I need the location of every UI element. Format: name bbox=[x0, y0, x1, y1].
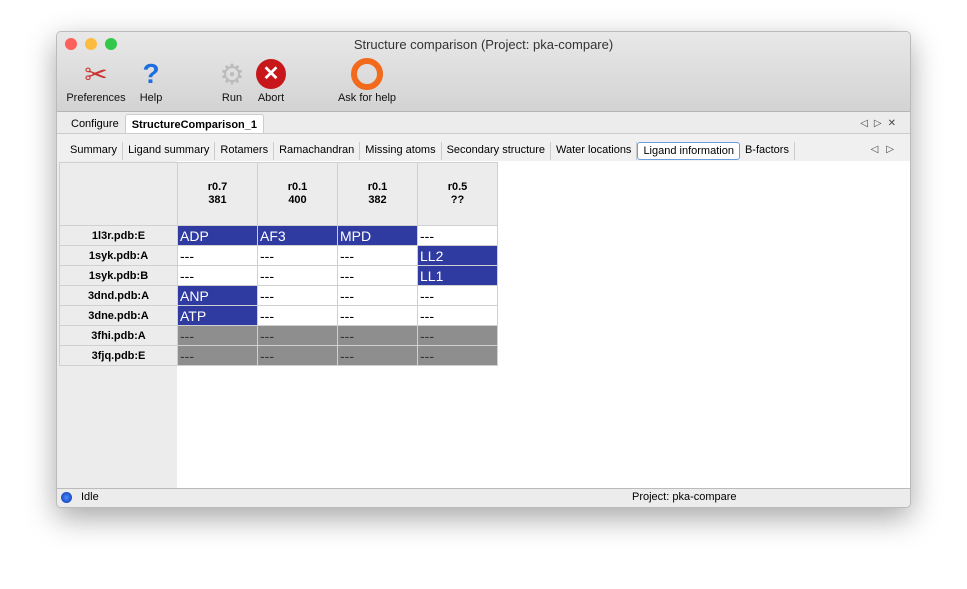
ligand-information-panel: r0.7 381 r0.1 400 r0.1 382 r0.5?? 1l3r.pdb:E ADP… bbox=[57, 161, 910, 489]
column-label-2: 382 bbox=[368, 194, 387, 206]
help-icon: ? bbox=[142, 58, 160, 89]
ligand-cell[interactable]: --- bbox=[337, 325, 418, 346]
column-header[interactable]: r0.7 381 bbox=[177, 162, 258, 226]
ligand-cell[interactable]: --- bbox=[257, 285, 338, 306]
column-label-2: 400 bbox=[288, 194, 307, 206]
ligand-cell[interactable]: AF3 bbox=[257, 225, 338, 246]
column-label-1: r0.1 bbox=[367, 181, 388, 193]
label: Run bbox=[221, 92, 243, 104]
subtab-scroll-arrows[interactable]: ◁▷ bbox=[870, 144, 902, 155]
app-window: Structure comparison (Project: pka-compa… bbox=[56, 31, 911, 508]
column-header[interactable]: r0.5?? bbox=[417, 162, 498, 226]
abort-icon: ✕ bbox=[253, 56, 289, 92]
ligand-cell[interactable]: --- bbox=[337, 345, 418, 366]
main-tabs: Configure StructureComparison_1 bbox=[65, 114, 265, 135]
row-header[interactable]: 3dnd.pdb:A bbox=[59, 285, 178, 306]
ligand-cell[interactable]: --- bbox=[257, 345, 338, 366]
preferences-button[interactable]: ✂ Preferences bbox=[63, 56, 129, 105]
label: Help bbox=[139, 92, 163, 104]
ligand-cell[interactable]: --- bbox=[177, 345, 258, 366]
ligand-cell[interactable]: --- bbox=[257, 265, 338, 286]
row-header[interactable]: 3fhi.pdb:A bbox=[59, 325, 178, 346]
ligand-cell[interactable]: --- bbox=[337, 285, 418, 306]
ligand-cell[interactable]: --- bbox=[257, 305, 338, 326]
ligand-cell[interactable]: --- bbox=[417, 285, 498, 306]
ligand-cell[interactable]: --- bbox=[337, 305, 418, 326]
ligand-cell[interactable]: --- bbox=[417, 225, 498, 246]
ligand-table: r0.7 381 r0.1 400 r0.1 382 r0.5?? 1l3r.pdb:E ADP… bbox=[59, 162, 498, 366]
column-header[interactable]: r0.1 400 bbox=[257, 162, 338, 226]
subtab-bar: Summary Ligand summary Rotamers Ramachandra… bbox=[57, 133, 910, 162]
run-button[interactable]: ⚙ Run bbox=[215, 56, 249, 105]
table-row: 1syk.pdb:B --- --- --- LL1 bbox=[59, 265, 498, 286]
help-button[interactable]: ? Help bbox=[135, 56, 167, 104]
close-button[interactable] bbox=[65, 38, 77, 50]
ligand-cell[interactable]: --- bbox=[257, 245, 338, 266]
row-header[interactable]: 3dne.pdb:A bbox=[59, 305, 178, 326]
ligand-cell[interactable]: --- bbox=[417, 345, 498, 366]
table-row: 1syk.pdb:A --- --- --- LL2 bbox=[59, 245, 498, 266]
subtab-ligand-information[interactable]: Ligand information bbox=[637, 142, 740, 160]
label: Preferences bbox=[66, 92, 126, 104]
column-label-1: r0.5 bbox=[447, 181, 468, 193]
subtab-secondary-structure[interactable]: Secondary structure bbox=[442, 142, 552, 160]
subtab-ramachandran[interactable]: Ramachandran bbox=[274, 142, 361, 160]
ligand-cell[interactable]: --- bbox=[337, 245, 418, 266]
subtab-summary[interactable]: Summary bbox=[65, 142, 124, 160]
tab-configure[interactable]: Configure bbox=[71, 118, 119, 130]
table-row: 1l3r.pdb:E ADP AF3 MPD --- bbox=[59, 225, 498, 246]
tab-controls[interactable]: ◁▷✕ bbox=[860, 118, 902, 129]
status-text: Idle bbox=[81, 491, 99, 503]
subtab-missing-atoms[interactable]: Missing atoms bbox=[360, 142, 442, 160]
label: Abort bbox=[257, 92, 285, 104]
ligand-cell[interactable]: ADP bbox=[177, 225, 258, 246]
ligand-cell[interactable]: LL1 bbox=[417, 265, 498, 286]
row-header[interactable]: 1syk.pdb:A bbox=[59, 245, 178, 266]
column-header[interactable]: r0.1 382 bbox=[337, 162, 418, 226]
row-header[interactable]: 1syk.pdb:B bbox=[59, 265, 178, 286]
minimize-button[interactable] bbox=[85, 38, 97, 50]
status-indicator-icon bbox=[61, 492, 72, 503]
ligand-cell[interactable]: LL2 bbox=[417, 245, 498, 266]
lifebuoy-icon bbox=[333, 56, 401, 92]
ligand-cell[interactable]: ANP bbox=[177, 285, 258, 306]
ligand-cell[interactable]: --- bbox=[177, 265, 258, 286]
column-label-1: r0.7 bbox=[207, 181, 228, 193]
status-project: Project: pka-compare bbox=[632, 491, 737, 503]
table-row: 3dne.pdb:A ATP --- --- --- bbox=[59, 305, 498, 326]
column-label-2: 381 bbox=[208, 194, 227, 206]
tab-structurecomparison[interactable]: StructureComparison_1 bbox=[124, 114, 265, 135]
subtab-ligand-summary[interactable]: Ligand summary bbox=[123, 142, 216, 160]
gear-icon: ⚙ bbox=[219, 58, 245, 90]
table-row: 3dnd.pdb:A ANP --- --- --- bbox=[59, 285, 498, 306]
ligand-cell[interactable]: --- bbox=[177, 325, 258, 346]
column-label-1: r0.1 bbox=[287, 181, 308, 193]
table-row: 3fhi.pdb:A --- --- --- --- bbox=[59, 325, 498, 346]
title-bar: Structure comparison (Project: pka-compa… bbox=[57, 32, 910, 112]
column-label-2: ?? bbox=[450, 194, 465, 206]
row-header[interactable]: 1l3r.pdb:E bbox=[59, 225, 178, 246]
ligand-cell[interactable]: ATP bbox=[177, 305, 258, 326]
tools-icon: ✂ bbox=[84, 58, 108, 90]
ligand-cell[interactable]: --- bbox=[417, 325, 498, 346]
row-header[interactable]: 3fjq.pdb:E bbox=[59, 345, 178, 366]
status-bar: Idle Project: pka-compare bbox=[57, 488, 910, 507]
ligand-cell[interactable]: --- bbox=[177, 245, 258, 266]
ligand-cell[interactable]: MPD bbox=[337, 225, 418, 246]
ask-for-help-button[interactable]: Ask for help bbox=[333, 56, 401, 104]
ligand-cell[interactable]: --- bbox=[337, 265, 418, 286]
subtab-b-factors[interactable]: B-factors bbox=[740, 142, 795, 160]
window-title: Structure comparison (Project: pka-compa… bbox=[353, 37, 614, 52]
zoom-button[interactable] bbox=[105, 38, 117, 50]
table-row: 3fjq.pdb:E --- --- --- --- bbox=[59, 345, 498, 366]
abort-button[interactable]: ✕ Abort bbox=[253, 56, 289, 104]
subtab-water-locations[interactable]: Water locations bbox=[551, 142, 638, 160]
ligand-cell[interactable]: --- bbox=[417, 305, 498, 326]
ligand-cell[interactable]: --- bbox=[257, 325, 338, 346]
corner-cell bbox=[59, 162, 178, 226]
subtab-rotamers[interactable]: Rotamers bbox=[215, 142, 275, 160]
label: Ask for help bbox=[337, 92, 397, 104]
